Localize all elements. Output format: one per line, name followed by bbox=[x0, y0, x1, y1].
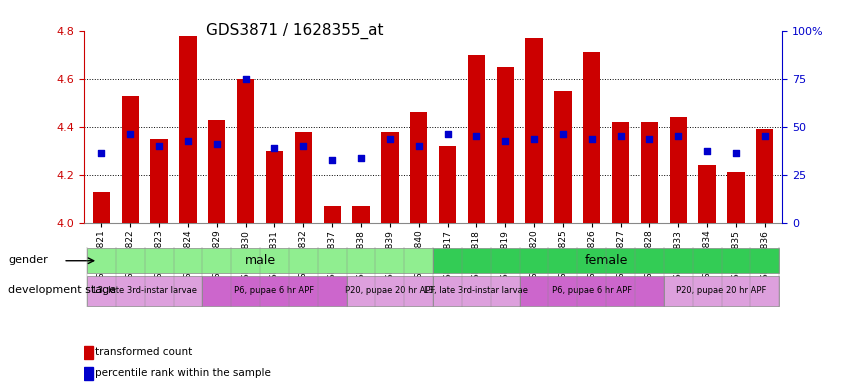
Point bbox=[181, 138, 194, 144]
Bar bbox=[93, 192, 110, 223]
Bar bbox=[151, 139, 167, 223]
Text: P20, pupae 20 hr APF: P20, pupae 20 hr APF bbox=[676, 286, 767, 295]
FancyBboxPatch shape bbox=[433, 248, 780, 273]
Point bbox=[441, 131, 454, 137]
Text: GDS3871 / 1628355_at: GDS3871 / 1628355_at bbox=[205, 23, 383, 39]
Text: P20, pupae 20 hr APF: P20, pupae 20 hr APF bbox=[345, 286, 435, 295]
Bar bbox=[641, 122, 659, 223]
Text: female: female bbox=[584, 254, 628, 267]
Text: gender: gender bbox=[8, 255, 48, 265]
Bar bbox=[352, 206, 370, 223]
FancyBboxPatch shape bbox=[346, 276, 433, 306]
Bar bbox=[468, 55, 485, 223]
Point bbox=[672, 133, 685, 139]
Point bbox=[267, 145, 281, 151]
Point bbox=[585, 136, 599, 142]
Bar bbox=[122, 96, 139, 223]
Point bbox=[383, 136, 397, 142]
Text: development stage: development stage bbox=[8, 285, 117, 295]
Text: male: male bbox=[245, 254, 276, 267]
Text: L3, late 3rd-instar larvae: L3, late 3rd-instar larvae bbox=[425, 286, 528, 295]
Bar bbox=[294, 132, 312, 223]
Point bbox=[412, 143, 426, 149]
Bar bbox=[410, 113, 427, 223]
Point bbox=[499, 138, 512, 144]
Point bbox=[614, 133, 627, 139]
Point bbox=[701, 148, 714, 154]
Point bbox=[152, 143, 166, 149]
Bar bbox=[554, 91, 572, 223]
Point bbox=[729, 150, 743, 156]
Point bbox=[325, 157, 339, 164]
Bar bbox=[669, 117, 687, 223]
Point bbox=[469, 133, 483, 139]
FancyBboxPatch shape bbox=[520, 276, 664, 306]
Bar bbox=[84, 367, 93, 380]
Point bbox=[527, 136, 541, 142]
Text: L3, late 3rd-instar larvae: L3, late 3rd-instar larvae bbox=[93, 286, 197, 295]
Text: P6, pupae 6 hr APF: P6, pupae 6 hr APF bbox=[552, 286, 632, 295]
Bar bbox=[179, 36, 197, 223]
FancyBboxPatch shape bbox=[203, 276, 346, 306]
FancyBboxPatch shape bbox=[433, 276, 520, 306]
Bar bbox=[612, 122, 629, 223]
Point bbox=[354, 155, 368, 161]
Bar bbox=[727, 172, 744, 223]
Point bbox=[95, 150, 108, 156]
Bar bbox=[266, 151, 283, 223]
Bar bbox=[439, 146, 456, 223]
Bar bbox=[583, 52, 600, 223]
Text: transformed count: transformed count bbox=[94, 347, 192, 358]
Bar bbox=[324, 206, 341, 223]
Point bbox=[758, 133, 771, 139]
Point bbox=[210, 141, 224, 147]
FancyBboxPatch shape bbox=[664, 276, 780, 306]
Point bbox=[124, 131, 137, 137]
Bar bbox=[208, 119, 225, 223]
Point bbox=[239, 76, 252, 82]
Text: percentile rank within the sample: percentile rank within the sample bbox=[94, 368, 271, 379]
FancyBboxPatch shape bbox=[87, 248, 433, 273]
Bar bbox=[84, 346, 93, 359]
Bar bbox=[756, 129, 774, 223]
FancyBboxPatch shape bbox=[87, 276, 203, 306]
Bar bbox=[526, 38, 542, 223]
Bar bbox=[381, 132, 399, 223]
Bar bbox=[699, 165, 716, 223]
Bar bbox=[496, 67, 514, 223]
Bar bbox=[237, 79, 254, 223]
Point bbox=[556, 131, 569, 137]
Text: P6, pupae 6 hr APF: P6, pupae 6 hr APF bbox=[235, 286, 315, 295]
Point bbox=[643, 136, 656, 142]
Point bbox=[297, 143, 310, 149]
